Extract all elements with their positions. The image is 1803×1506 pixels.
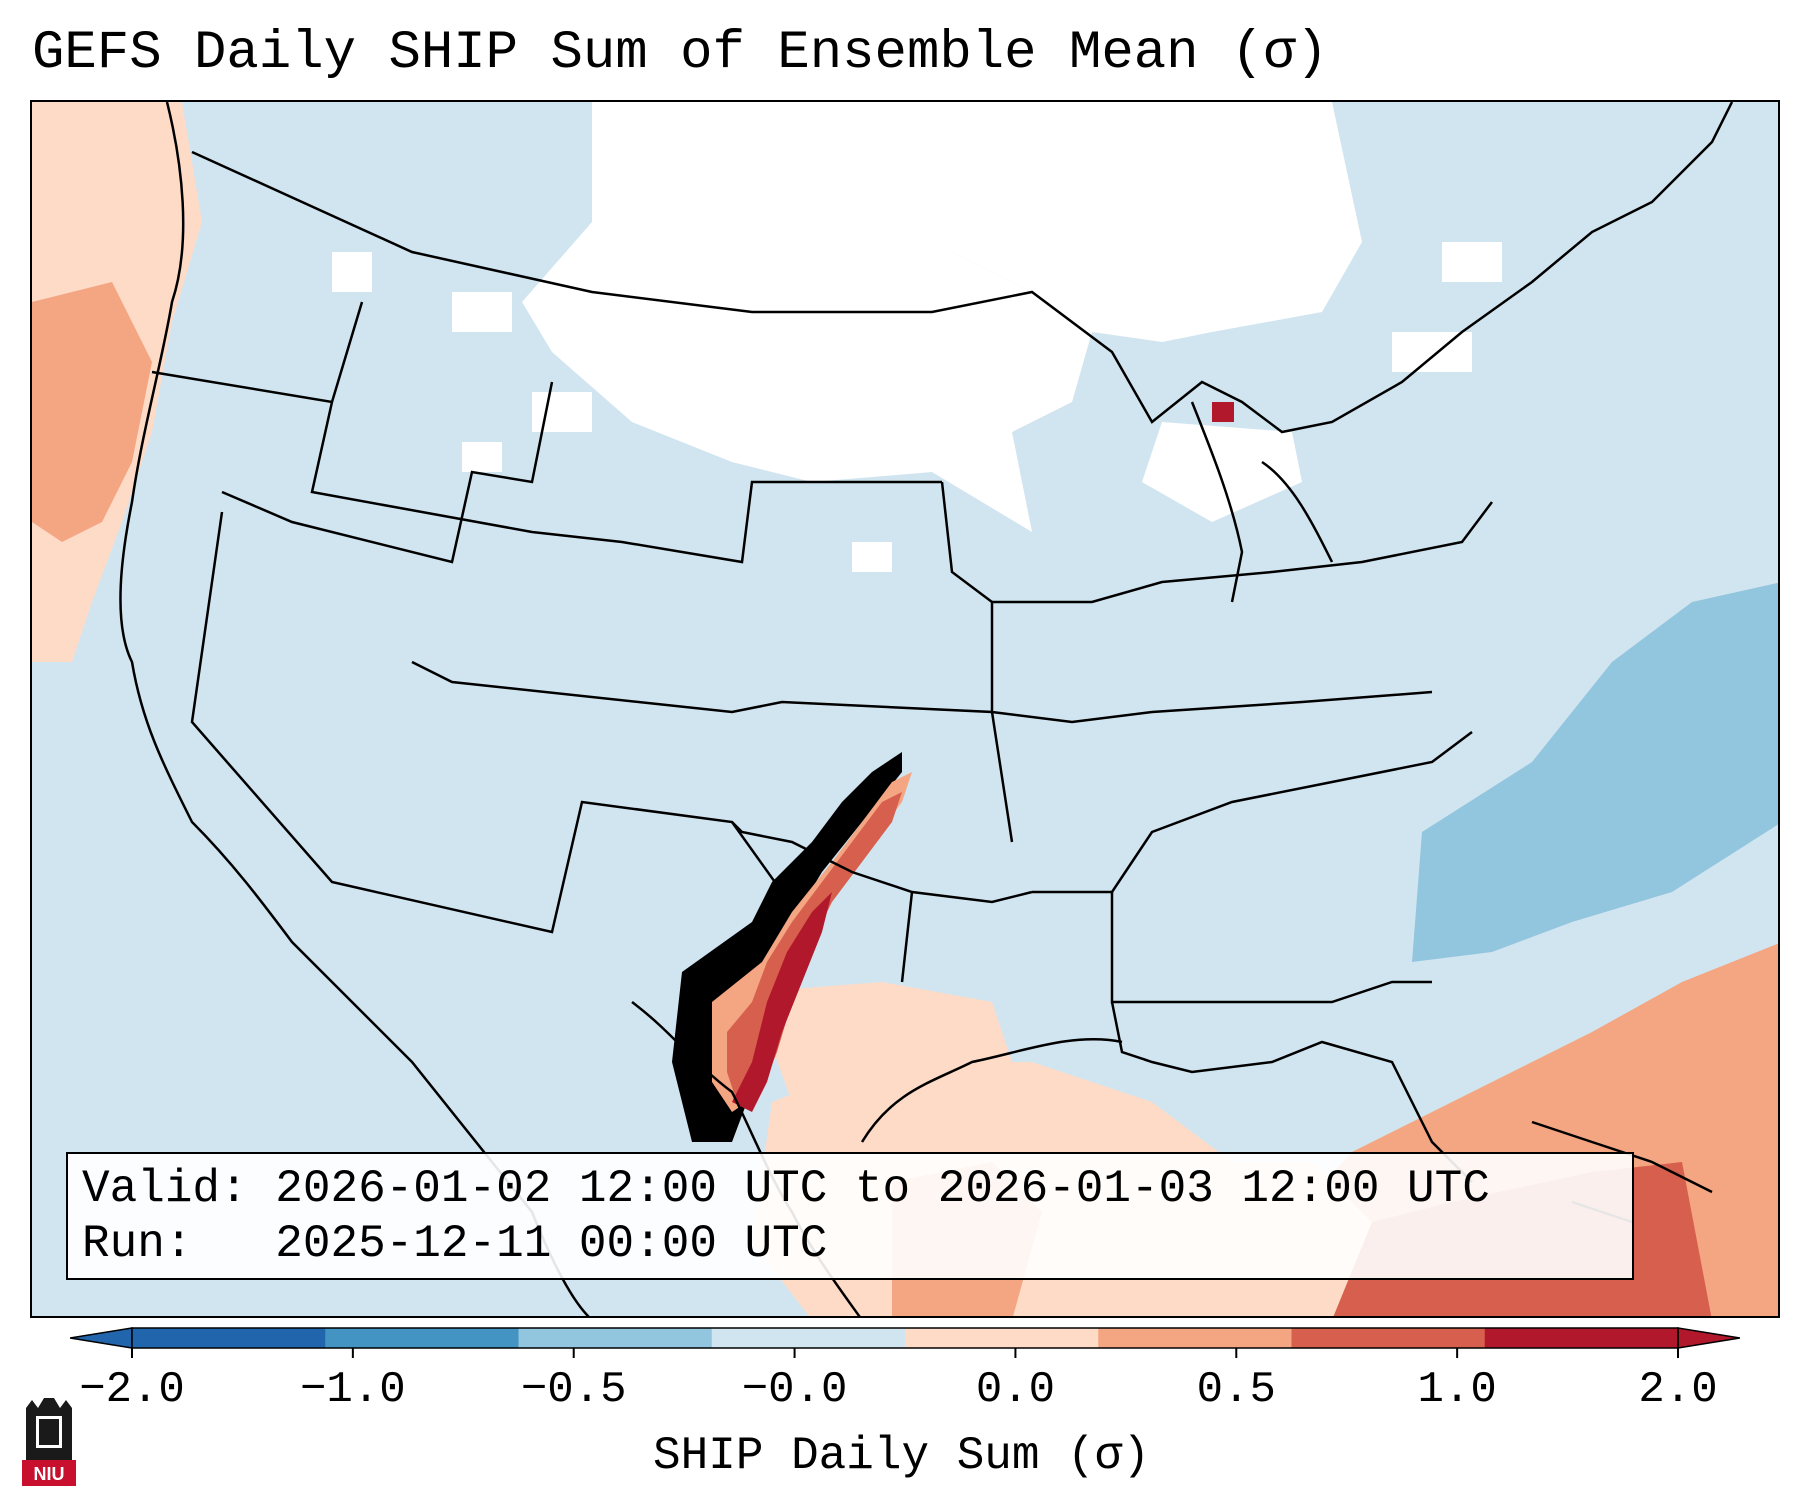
boundaries (119, 102, 1734, 1316)
colorbar-tick-label: −0.0 (741, 1365, 848, 1415)
colorbar-tick-label: 0.0 (975, 1365, 1056, 1415)
texas-anomaly-band (672, 402, 1234, 1142)
valid-value: 2026-01-02 12:00 UTC to 2026-01-03 12:00… (275, 1163, 1490, 1215)
niu-castle-logo-icon: NIU (22, 1398, 76, 1486)
colorbar-tick-label: −2.0 (79, 1365, 185, 1415)
logo-text: NIU (34, 1464, 65, 1484)
colorbar-tick-label: −1.0 (300, 1365, 406, 1415)
colorbar-segment (132, 1328, 326, 1348)
valid-label: Valid: (82, 1163, 248, 1215)
neutral-region (332, 102, 1502, 572)
colorbar-segment (518, 1328, 713, 1348)
michigan-hotspot (1212, 402, 1234, 422)
map-panel (30, 100, 1780, 1318)
pacific-anomaly-moderate (32, 282, 152, 542)
colorbar-under-triangle (70, 1327, 133, 1349)
colorbar-label: SHIP Daily Sum (σ) (653, 1430, 1150, 1482)
colorbar-segment (905, 1328, 1099, 1348)
colorbar-tick-label: 1.0 (1417, 1365, 1497, 1415)
colorbar-segment (325, 1328, 519, 1348)
atlantic-negative-anomaly (1412, 582, 1778, 962)
colorbar (70, 1327, 1740, 1358)
colorbar-tick-label: −0.5 (520, 1365, 627, 1415)
map-svg (32, 102, 1778, 1316)
valid-run-info-box: Valid: 2026-01-02 12:00 UTC to 2026-01-0… (66, 1152, 1634, 1280)
colorbar-tick-label: 0.5 (1196, 1365, 1276, 1415)
colorbar-outline (131, 1327, 1679, 1349)
colorbar-over-triangle (1677, 1327, 1740, 1349)
colorbar-tick-label: 2.0 (1638, 1365, 1718, 1415)
run-label: Run: (82, 1218, 248, 1270)
chart-title: GEFS Daily SHIP Sum of Ensemble Mean (σ) (32, 23, 1329, 84)
run-value: 2025-12-11 00:00 UTC (275, 1218, 828, 1270)
colorbar-segment (1291, 1328, 1486, 1348)
colorbar-segment (1484, 1328, 1679, 1348)
colorbar-segment (711, 1328, 906, 1348)
colorbar-segment (1098, 1328, 1292, 1348)
